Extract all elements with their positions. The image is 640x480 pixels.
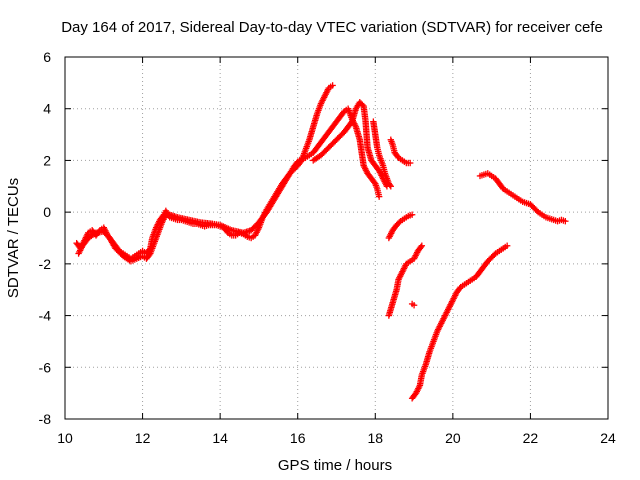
data-point [347,119,355,127]
data-point [329,82,336,89]
plot-frame [64,56,609,420]
chart-title: Day 164 of 2017, Sidereal Day-to-day VTE… [61,19,603,36]
series-track-d [370,118,394,190]
data-point [491,251,498,259]
series-track-j [476,170,569,225]
data-point [418,242,426,249]
series-track-b [75,82,336,265]
series-track-g [385,242,426,319]
data-point [396,219,403,226]
series-track-a [73,105,383,262]
data-points [73,82,569,402]
x-tick-label: 12 [135,430,151,446]
x-tick-label: 16 [290,430,306,446]
y-tick-label: 6 [43,49,51,65]
y-tick-label: 0 [43,204,51,220]
data-point [562,217,569,225]
series-track-f [385,211,416,242]
series-track-i [408,242,511,402]
x-axis-label: GPS time / hours [278,457,392,474]
y-tick-label: -2 [39,256,52,272]
y-tick-label: -6 [39,359,52,375]
x-tick-label: 22 [523,430,539,446]
y-tick-label: -8 [39,411,52,427]
data-point [406,159,414,167]
data-point [503,242,511,249]
series-track-h [408,300,418,309]
data-point [410,302,418,309]
data-point [417,243,425,251]
data-point [408,211,416,218]
data-point [386,181,394,189]
series-track-c [310,99,391,190]
x-tick-label: 20 [445,430,461,446]
y-tick-label: 4 [43,101,51,117]
y-axis-label: SDTVAR / TECUs [5,178,22,298]
x-tick-label: 18 [367,430,383,446]
y-tick-label: 2 [43,152,51,168]
grid-lines [65,57,608,419]
data-point [387,183,394,190]
data-point [375,193,383,200]
x-tick-label: 10 [57,430,73,446]
x-tick-label: 14 [212,430,228,446]
series-track-e [387,136,414,167]
y-tick-label: -4 [39,308,52,324]
x-tick-label: 24 [600,430,616,446]
data-point [533,207,541,215]
